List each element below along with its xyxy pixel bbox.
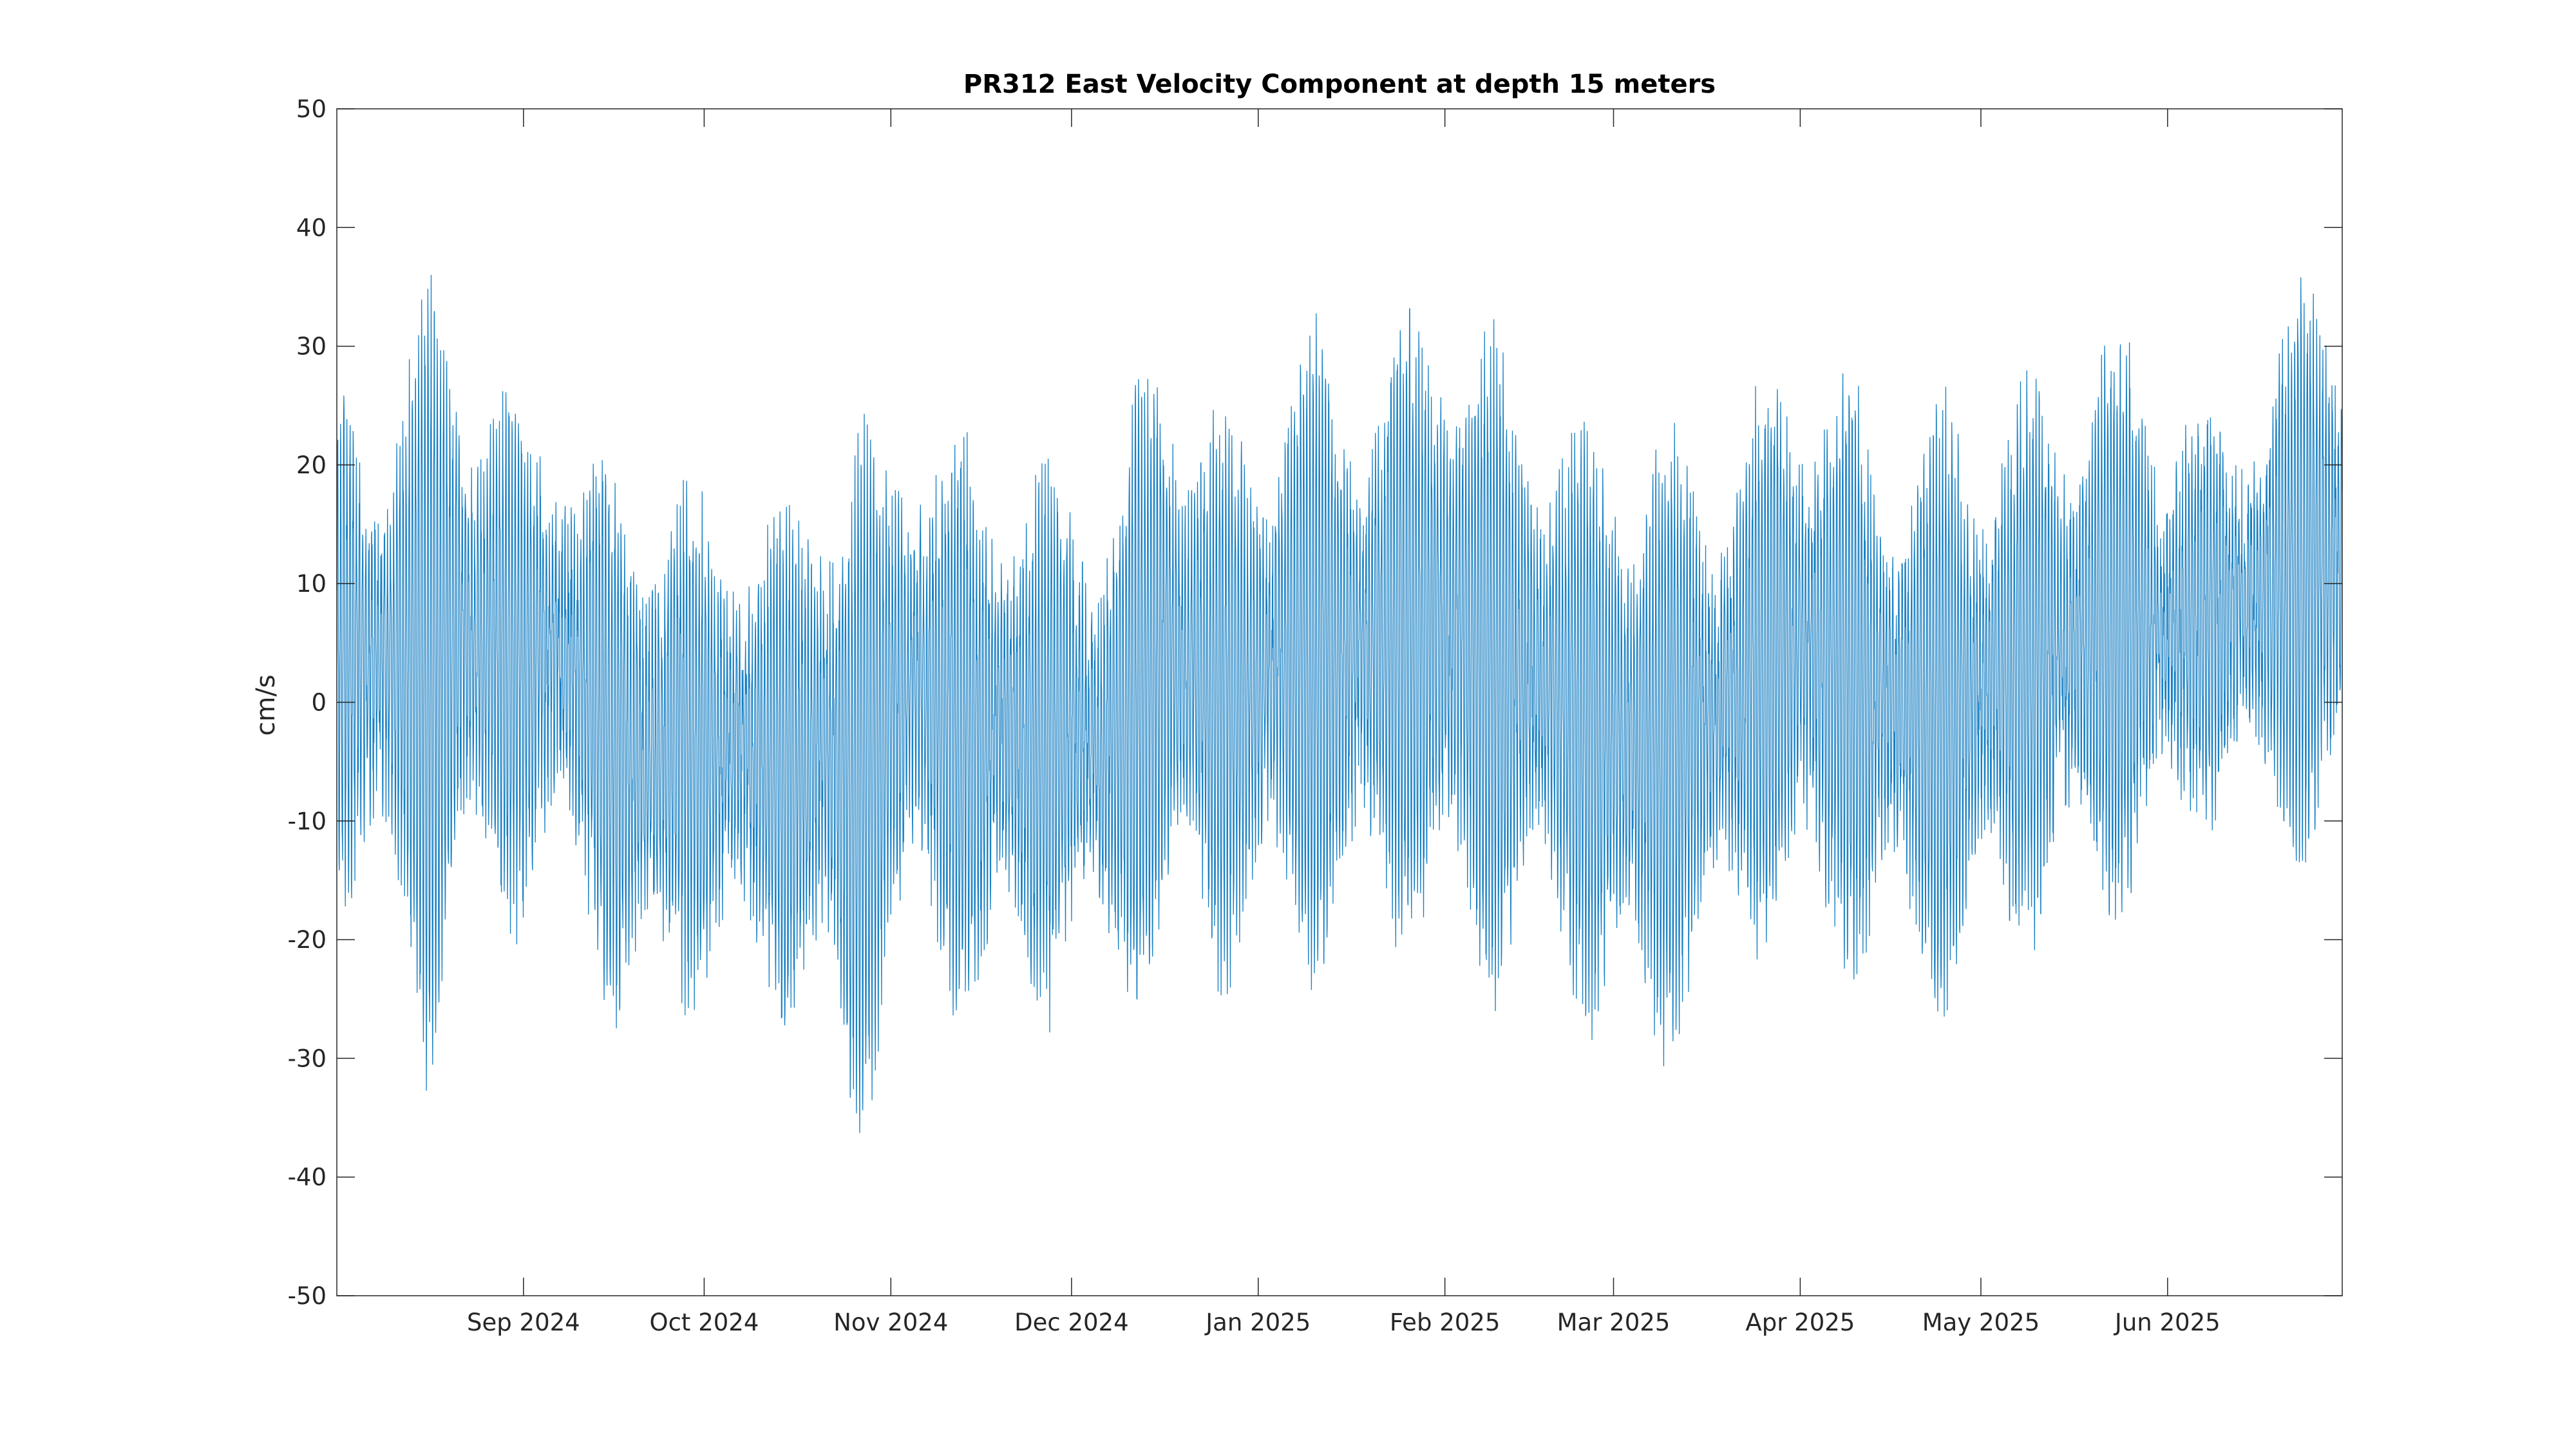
x-tick-label: Mar 2025 [1557, 1309, 1671, 1336]
y-tick-label: 30 [296, 333, 327, 361]
plot-area-frame [336, 108, 2343, 1296]
chart-title: PR312 East Velocity Component at depth 1… [963, 70, 1716, 99]
x-tick-label: Oct 2024 [649, 1309, 759, 1336]
y-tick-labels: 50 40 30 20 10 0 -10 -20 -30 -40 -50 [288, 95, 327, 1310]
x-tick-label: Nov 2024 [833, 1309, 948, 1336]
x-tick-labels: Sep 2024 Oct 2024 Nov 2024 Dec 2024 Jan 2025… [467, 1309, 2221, 1336]
ticks-group [337, 108, 2342, 1296]
series-line-east-velocity [336, 274, 2343, 1133]
x-tick-label: Dec 2024 [1014, 1309, 1129, 1336]
y-tick-label: -50 [288, 1282, 327, 1310]
x-tick-label: Jun 2025 [2114, 1309, 2221, 1336]
y-tick-label: -30 [288, 1045, 327, 1072]
y-tick-label: -10 [288, 808, 327, 835]
x-tick-label: Jan 2025 [1204, 1309, 1311, 1336]
x-tick-label: Feb 2025 [1390, 1309, 1500, 1336]
series-group [336, 274, 2343, 1133]
y-tick-label: -20 [288, 926, 327, 954]
y-tick-label: 50 [296, 95, 327, 123]
x-tick-label: Apr 2025 [1745, 1309, 1855, 1336]
y-tick-label: 40 [296, 214, 327, 242]
x-tick-label: Sep 2024 [467, 1309, 580, 1336]
x-tick-label: May 2025 [1922, 1309, 2040, 1336]
y-axis-label: cm/s [251, 674, 281, 735]
y-tick-label: 0 [311, 689, 327, 717]
y-tick-label: -40 [288, 1164, 327, 1191]
y-tick-label: 10 [296, 570, 327, 598]
y-tick-label: 20 [296, 451, 327, 479]
